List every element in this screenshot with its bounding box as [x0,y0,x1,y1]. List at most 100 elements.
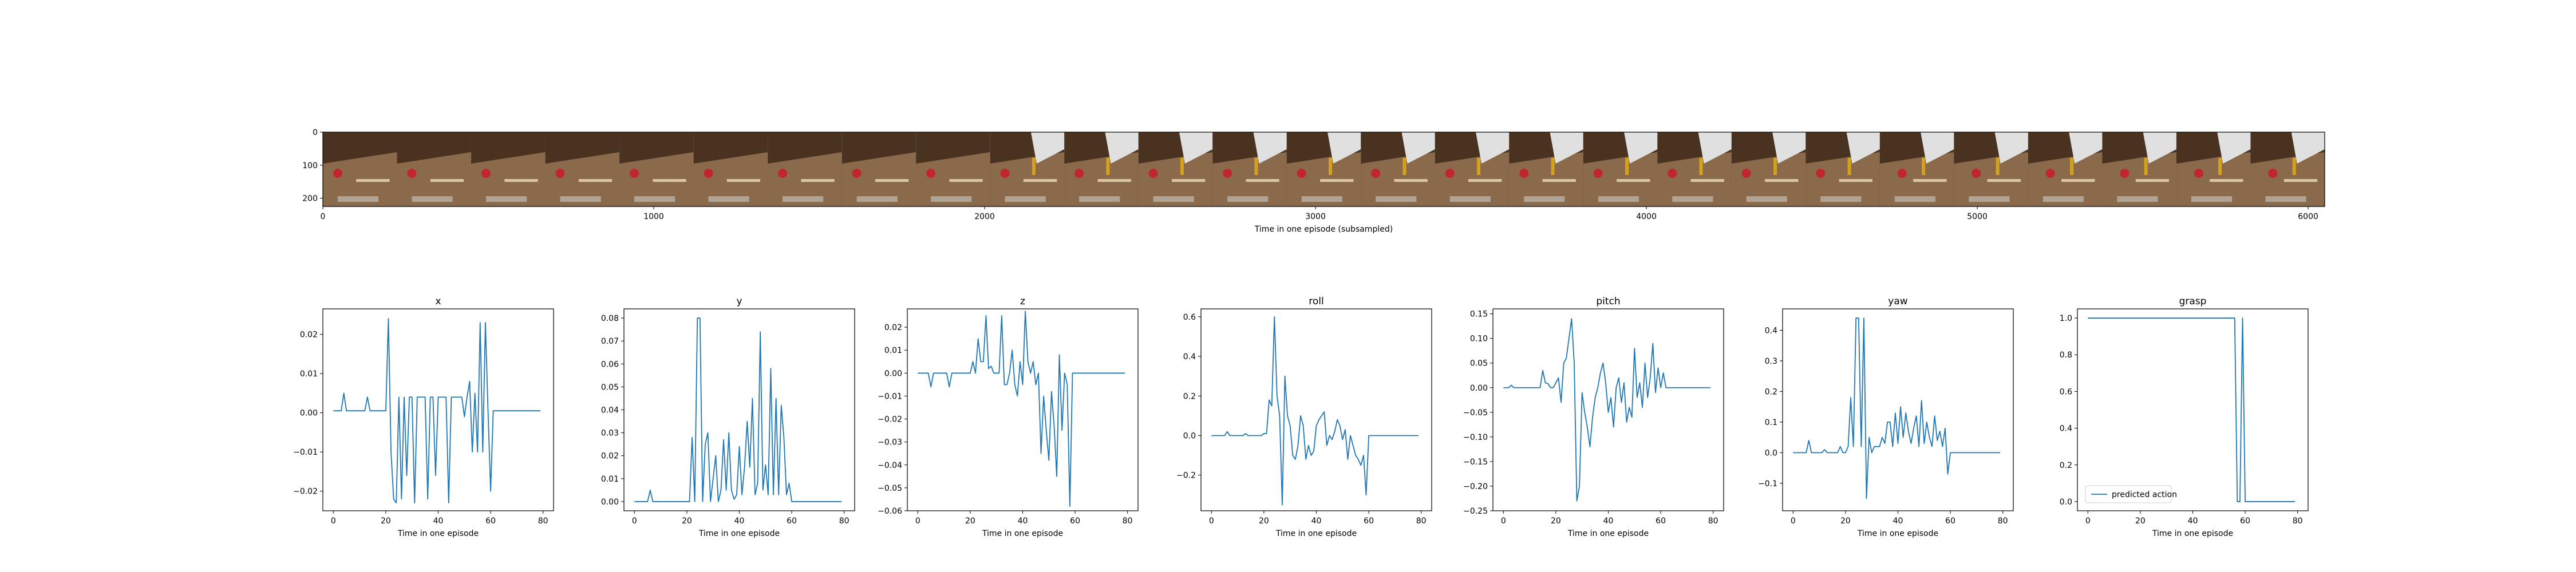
frame-object [852,169,862,178]
frame-rail [1394,179,1428,182]
y-tick-label: 0.15 [1470,310,1488,319]
x-tick-label: 80 [1416,517,1427,526]
filmstrip-frame [990,132,1065,206]
filmstrip-frame [1731,132,1806,206]
y-tick-label: −0.03 [878,438,902,447]
frame-rail [430,179,464,182]
x-tick-label: 0 [1791,517,1796,526]
x-tick-label: 80 [538,517,548,526]
frame-gripper-finger [1699,158,1703,175]
filmstrip-x-tick-label: 0 [321,212,326,221]
frame-object [555,169,565,178]
x-tick-label: 0 [2085,517,2091,526]
y-tick-label: 0.08 [601,314,619,323]
frame-rail [1987,179,2021,182]
frame-object [1371,169,1381,178]
frame-rail [1023,179,1057,182]
plot-title: grasp [2179,296,2207,307]
filmstrip-frame [323,132,397,206]
filmstrip-frame [1286,132,1361,206]
frame-gripper-finger [1328,158,1332,175]
y-tick-label: −0.02 [293,487,318,496]
legend: predicted action [2085,485,2177,503]
frame-object [1668,169,1677,178]
frame-gripper [1476,132,1510,164]
frame-gripper-finger [1847,158,1851,175]
frame-tape [931,196,972,202]
frame-object [704,169,713,178]
frame-gripper-finger [1477,158,1481,175]
y-tick-label: 0.04 [601,406,619,415]
x-tick-label: 60 [485,517,496,526]
frame-gripper [1401,132,1435,164]
y-tick-label: 0.0 [2060,498,2072,507]
filmstrip-frame [2102,132,2176,206]
frame-object [1297,169,1306,178]
filmstrip-frame [2250,132,2325,206]
y-tick-label: 0.00 [1470,384,1488,393]
frame-rail [1913,179,1947,182]
y-tick-label: 0.10 [1470,335,1488,344]
frame-gripper [1327,132,1361,164]
frame-tape [1376,196,1417,202]
y-tick-label: 0.2 [1765,387,1777,396]
filmstrip-frame [841,132,916,206]
frame-object [1593,169,1603,178]
x-tick-label: 20 [381,517,391,526]
frame-gripper-finger [1922,158,1926,175]
frame-rail [1097,179,1131,182]
filmstrip-frame [1583,132,1658,206]
frame-tape [1227,196,1269,202]
frame-rail [1320,179,1354,182]
frame-tape [1894,196,1936,202]
frame-object [1971,169,1981,178]
x-tick-label: 40 [1893,517,1903,526]
y-tick-label: −0.05 [878,484,902,493]
x-tick-label: 40 [734,517,745,526]
x-tick-label: 80 [1123,517,1133,526]
series-line-grasp [2088,317,2296,502]
frame-rail [1839,179,1872,182]
frame-gripper-finger [1996,158,2000,175]
x-tick-label: 0 [915,517,920,526]
frame-tape [1672,196,1713,202]
frame-tape [1079,196,1120,202]
frame-gripper [1772,132,1806,164]
y-tick-label: −0.2 [1176,471,1196,480]
frame-rail [1765,179,1799,182]
filmstrip-y-tick-label: 0 [313,128,318,137]
y-tick-label: 0.2 [1183,392,1196,401]
subplot-pitch: 0 20 40 60 80 −0.25 −0.20 −0.15 −0.10 −0.05 0.00 0.… [1463,296,1724,538]
x-tick-label: 20 [1840,517,1851,526]
x-tick-label: 40 [1603,517,1614,526]
frame-gripper [1624,132,1658,164]
frame-tape [1301,196,1342,202]
frame-rail [578,179,613,182]
y-tick-label: −0.06 [878,507,902,516]
y-tick-label: 0.4 [1183,352,1196,362]
x-tick-label: 20 [1259,517,1269,526]
frame-object [1074,169,1084,178]
series-line-roll [1211,316,1419,506]
subplot-roll: 0 20 40 60 80 −0.2 0.0 0.2 0.4 0.6 roll Time in one… [1176,296,1432,538]
frame-gripper-finger [1254,158,1258,175]
plot-frame [907,308,1139,511]
filmstrip-frame [916,132,990,206]
plot-title: y [736,296,742,307]
frame-object [1148,169,1158,178]
frame-gripper [1030,132,1065,164]
filmstrip-frame [471,132,546,206]
x-tick-label: 20 [965,517,975,526]
x-tick-label: 60 [787,517,797,526]
filmstrip-x-tick-label: 1000 [643,212,664,221]
filmstrip-frame [1212,132,1287,206]
y-tick-label: −0.02 [878,415,902,424]
frame-gripper [2217,132,2251,164]
x-tick-label: 0 [632,517,637,526]
x-axis-label: Time in one episode [982,529,1063,538]
x-tick-label: 60 [1070,517,1080,526]
x-tick-label: 60 [1656,517,1666,526]
frame-gripper [1550,132,1583,164]
